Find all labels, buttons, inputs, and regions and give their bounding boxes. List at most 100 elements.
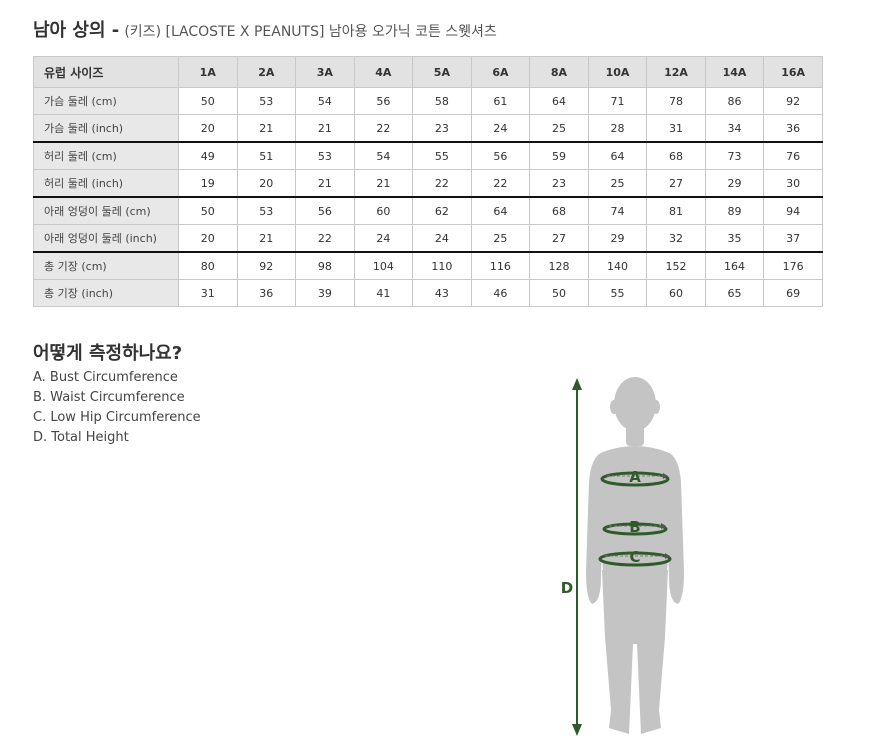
table-cell: 22 (353, 114, 414, 143)
table-cell: 25 (529, 114, 589, 143)
table-cell: 21 (236, 114, 297, 143)
label-c: C (629, 548, 640, 566)
table-cell: 34 (704, 114, 765, 143)
table-cell: 69 (763, 279, 823, 307)
table-row: 가슴 둘레 (inch) 20 21 21 22 23 24 25 28 31 34 36 (33, 114, 823, 143)
table-cell: 116 (470, 251, 531, 280)
table-cell: 110 (412, 251, 472, 280)
table-cell: 152 (646, 251, 706, 280)
table-cell: 31 (178, 279, 238, 307)
table-row: 허리 둘레 (inch) 19 20 21 21 22 22 23 25 27 29 30 (33, 169, 823, 198)
size-header-cell: 8A (529, 56, 589, 88)
table-row: 아래 엉덩이 둘레 (cm) 50 53 56 60 62 64 68 74 81 89 94 (33, 196, 823, 225)
page-title-main: 남아 상의 - (33, 20, 120, 41)
size-header-cell: 5A (412, 56, 472, 88)
table-cell: 89 (704, 196, 765, 225)
table-cell: 28 (587, 114, 648, 143)
table-cell: 71 (587, 87, 648, 115)
table-cell: 50 (529, 279, 589, 307)
table-cell: 78 (646, 87, 706, 115)
table-cell: 58 (412, 87, 472, 115)
table-cell: 53 (295, 141, 355, 170)
table-cell: 92 (236, 251, 297, 280)
table-cell: 30 (763, 169, 823, 198)
table-row: 허리 둘레 (cm) 49 51 53 54 55 56 59 64 68 73 76 (33, 141, 823, 170)
waist-measure-ring (602, 522, 668, 536)
table-cell: 32 (646, 224, 706, 253)
table-cell: 24 (412, 224, 472, 253)
row-label: 아래 엉덩이 둘레 (cm) (33, 196, 179, 225)
row-label: 가슴 둘레 (inch) (33, 114, 179, 143)
table-cell: 51 (236, 141, 297, 170)
table-cell: 92 (763, 87, 823, 115)
table-cell: 54 (353, 141, 414, 170)
table-cell: 19 (178, 169, 238, 198)
table-cell: 81 (646, 196, 706, 225)
table-row: 아래 엉덩이 둘레 (inch) 20 21 22 24 24 25 27 29 32 35 37 (33, 224, 823, 253)
table-row: 가슴 둘레 (cm) 50 53 54 56 58 61 64 71 78 86 92 (33, 87, 823, 115)
label-a: A (629, 468, 641, 486)
table-cell: 68 (529, 196, 589, 225)
table-cell: 62 (412, 196, 472, 225)
size-header-cell: 12A (646, 56, 706, 88)
body-measurement-figure: A B C D (561, 377, 684, 736)
table-cell: 56 (295, 196, 355, 225)
table-cell: 61 (470, 87, 531, 115)
table-cell: 36 (763, 114, 823, 143)
table-cell: 23 (529, 169, 589, 198)
table-cell: 39 (295, 279, 355, 307)
table-cell: 50 (178, 87, 238, 115)
table-cell: 43 (412, 279, 472, 307)
size-header-cell: 14A (704, 56, 765, 88)
table-cell: 86 (704, 87, 765, 115)
table-cell: 37 (763, 224, 823, 253)
table-row: 총 기장 (inch) 31 36 39 41 43 46 50 55 60 65 69 (33, 279, 823, 307)
table-cell: 65 (704, 279, 765, 307)
size-header-cell: 4A (353, 56, 414, 88)
row-label: 총 기장 (cm) (33, 251, 179, 280)
size-header-cell: 6A (470, 56, 531, 88)
size-header-label: 유럽 사이즈 (33, 56, 179, 88)
row-label: 아래 엉덩이 둘레 (inch) (33, 224, 179, 253)
table-cell: 64 (470, 196, 531, 225)
table-cell: 46 (470, 279, 531, 307)
table-cell: 59 (529, 141, 589, 170)
table-cell: 21 (295, 169, 355, 198)
table-cell: 25 (587, 169, 648, 198)
table-cell: 21 (295, 114, 355, 143)
bust-measure-ring (600, 471, 670, 487)
legend-item-bust: A. Bust Circumference (33, 370, 178, 385)
table-cell: 27 (646, 169, 706, 198)
size-header-cell: 2A (236, 56, 297, 88)
table-cell: 35 (704, 224, 765, 253)
label-d: D (561, 579, 573, 597)
table-cell: 41 (353, 279, 414, 307)
size-header-cell: 10A (587, 56, 648, 88)
page-title-product: (키즈) [LACOSTE X PEANUTS] 남아용 오가닉 코튼 스웻셔츠 (124, 24, 497, 40)
table-cell: 29 (704, 169, 765, 198)
table-cell: 98 (295, 251, 355, 280)
table-cell: 20 (178, 224, 238, 253)
table-cell: 94 (763, 196, 823, 225)
table-cell: 53 (236, 196, 297, 225)
row-label: 총 기장 (inch) (33, 279, 179, 307)
table-cell: 140 (587, 251, 648, 280)
table-cell: 21 (236, 224, 297, 253)
table-row: 총 기장 (cm) 80 92 98 104 110 116 128 140 152 164 176 (33, 251, 823, 280)
table-cell: 25 (470, 224, 531, 253)
low-hip-measure-ring (598, 551, 672, 567)
table-cell: 56 (470, 141, 531, 170)
table-cell: 64 (529, 87, 589, 115)
size-header-cell: 16A (763, 56, 823, 88)
table-cell: 21 (353, 169, 414, 198)
size-header-cell: 1A (178, 56, 238, 88)
child-silhouette (586, 377, 684, 734)
page-title: 남아 상의 - (키즈) [LACOSTE X PEANUTS] 남아용 오가닉… (33, 16, 497, 42)
table-cell: 53 (236, 87, 297, 115)
how-to-measure-title: 어떻게 측정하나요? (33, 343, 183, 364)
label-b: B (629, 518, 640, 536)
table-cell: 76 (763, 141, 823, 170)
table-cell: 50 (178, 196, 238, 225)
size-header-cell: 3A (295, 56, 355, 88)
size-chart-table: 유럽 사이즈 1A 2A 3A 4A 5A 6A 8A 10A 12A 14A … (33, 56, 823, 307)
